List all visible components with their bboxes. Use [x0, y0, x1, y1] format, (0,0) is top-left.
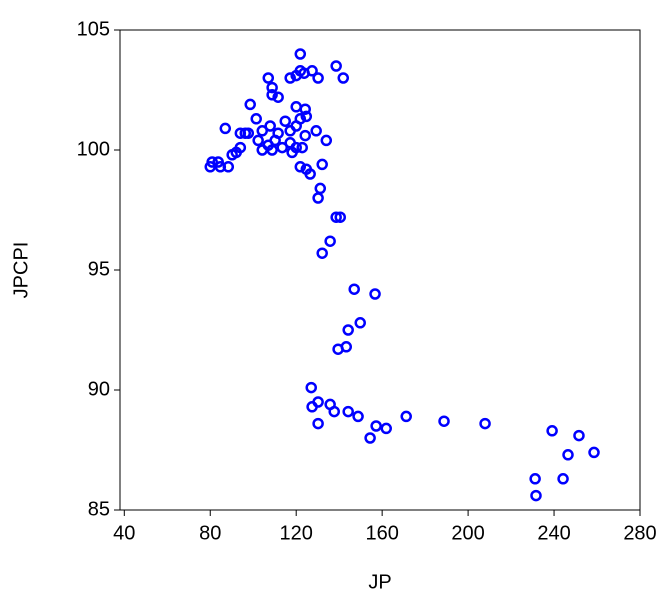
- scatter-point: [380, 422, 392, 435]
- scatter-point: [266, 144, 278, 156]
- scatter-point: [310, 125, 322, 137]
- scatter-point: [279, 115, 291, 127]
- scatter-point: [276, 141, 288, 154]
- y-axis-label: JPCPI: [10, 242, 32, 299]
- y-tick-label: 85: [88, 498, 110, 520]
- scatter-point: [557, 473, 569, 485]
- scatter-point: [330, 60, 342, 72]
- scatter-point: [348, 283, 360, 295]
- scatter-point: [286, 146, 298, 159]
- y-tick-label: 100: [77, 138, 110, 160]
- scatter-point: [337, 72, 350, 84]
- scatter-point: [316, 247, 328, 259]
- scatter-point: [294, 161, 307, 173]
- scatter-point: [304, 168, 316, 180]
- y-tick-label: 105: [77, 18, 110, 40]
- scatter-point: [305, 381, 317, 394]
- scatter-point: [212, 156, 224, 168]
- x-tick-label: 160: [365, 522, 398, 544]
- x-axis-label: JP: [368, 571, 391, 593]
- scatter-point: [342, 324, 354, 336]
- scatter-point: [320, 134, 333, 147]
- scatter-point: [328, 405, 340, 418]
- scatter-point: [438, 415, 450, 427]
- scatter-point: [562, 449, 574, 461]
- scatter-point: [314, 182, 327, 195]
- scatter-point: [284, 72, 296, 84]
- scatter-point: [290, 69, 302, 82]
- x-tick-label: 240: [537, 522, 570, 544]
- scatter-point: [312, 417, 324, 430]
- scatter-point: [479, 417, 491, 430]
- scatter-point: [324, 235, 336, 247]
- scatter-point: [234, 127, 247, 139]
- scatter-point: [312, 72, 324, 84]
- scatter-point: [354, 317, 366, 329]
- scatter-point: [299, 129, 311, 142]
- scatter-point: [272, 91, 284, 103]
- y-tick-label: 90: [88, 378, 110, 400]
- x-tick-label: 80: [199, 522, 221, 544]
- scatter-point: [266, 81, 278, 94]
- scatter-point: [573, 429, 585, 442]
- scatter-point: [252, 134, 264, 147]
- scatter-point: [370, 420, 382, 432]
- scatter-point: [588, 446, 600, 459]
- scatter-point: [352, 410, 364, 423]
- scatter-point: [284, 125, 296, 137]
- scatter-point: [530, 489, 542, 502]
- scatter-point: [332, 343, 344, 355]
- scatter-point: [306, 401, 318, 413]
- scatter-point: [262, 72, 275, 84]
- scatter-point: [299, 103, 311, 115]
- x-tick-label: 120: [280, 522, 313, 544]
- scatter-point: [312, 192, 324, 204]
- plot-frame: [119, 29, 641, 511]
- x-tick-label: 40: [113, 522, 135, 544]
- scatter-point: [269, 134, 281, 147]
- scatter-point: [316, 158, 328, 171]
- scatter-point: [364, 432, 376, 444]
- scatter-point: [290, 101, 302, 113]
- scatter-point: [219, 122, 232, 135]
- scatter-point: [546, 425, 558, 437]
- scatter-point: [266, 89, 278, 101]
- scatter-point: [369, 288, 381, 300]
- scatter-point: [300, 110, 313, 123]
- scatter-point: [250, 113, 262, 125]
- scatter-point: [294, 48, 307, 60]
- scatter-point: [226, 149, 238, 161]
- scatter-point: [334, 211, 346, 223]
- scatter-point: [222, 161, 235, 173]
- scatter-point: [296, 141, 308, 154]
- scatter-point: [330, 211, 342, 223]
- scatter-point: [244, 98, 256, 111]
- scatter-point: [256, 125, 268, 137]
- scatter-point: [529, 473, 541, 485]
- scatter-point: [264, 120, 276, 132]
- scatter-point: [400, 410, 412, 423]
- y-tick-label: 95: [88, 258, 110, 280]
- x-tick-label: 280: [623, 522, 656, 544]
- x-tick-label: 200: [451, 522, 484, 544]
- scatter-point: [342, 405, 354, 418]
- scatter-point: [234, 141, 247, 154]
- scatter-point: [239, 127, 252, 139]
